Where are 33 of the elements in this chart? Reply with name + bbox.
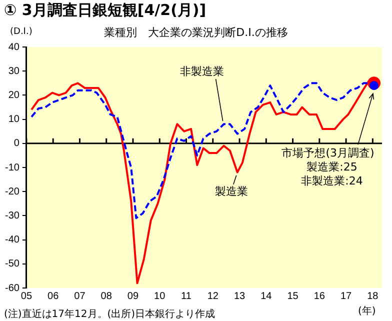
x-tick-label: 17: [340, 290, 352, 302]
x-tick-label: 18: [367, 290, 379, 302]
x-tick-label: 16: [314, 290, 326, 302]
y-tick-label: -30: [5, 210, 20, 222]
x-axis-title: (年): [358, 305, 376, 318]
x-tick-label: 08: [100, 290, 112, 302]
text: (注)直近は17年12月。(出所)日本銀行より作成: [4, 308, 216, 321]
x-tick-label: 10: [154, 290, 166, 302]
x-tick-label: 11: [181, 290, 192, 302]
y-tick-label: -60: [5, 282, 20, 294]
y-axis-title: (D.I.): [10, 27, 32, 37]
x-tick-label: 09: [127, 290, 139, 302]
y-tick-label: 0: [14, 138, 20, 150]
y-tick-label: -20: [5, 186, 20, 198]
x-tick-label: 12: [207, 290, 219, 302]
chart-title: ① 3月調査日銀短観[4/2(月)]: [4, 1, 206, 20]
y-tick-label: 10: [8, 114, 20, 126]
x-tick-label: 06: [48, 290, 60, 302]
y-tick-label: -40: [5, 234, 20, 246]
y-tick-label: 20: [8, 90, 20, 101]
y-tick-label: 30: [8, 66, 20, 77]
x-tick-label: 05: [20, 290, 32, 302]
y-tick-label: -10: [5, 162, 20, 174]
x-tick-label: 13: [234, 290, 246, 302]
y-tick-label: 40: [8, 42, 20, 53]
chart-subtitle: 業種別 大企業の業況判断D.I.の推移: [104, 26, 288, 39]
x-tick-label: 07: [74, 290, 86, 302]
x-tick-label: 15: [287, 290, 299, 302]
annotation: 市場予想(3月調査) 製造業:25 非製造業:24: [282, 146, 374, 188]
x-tick-label: 14: [260, 290, 272, 302]
text: 非製造業: [180, 64, 224, 78]
y-tick-label: -50: [5, 258, 20, 270]
series-label: 製造業: [214, 185, 248, 198]
